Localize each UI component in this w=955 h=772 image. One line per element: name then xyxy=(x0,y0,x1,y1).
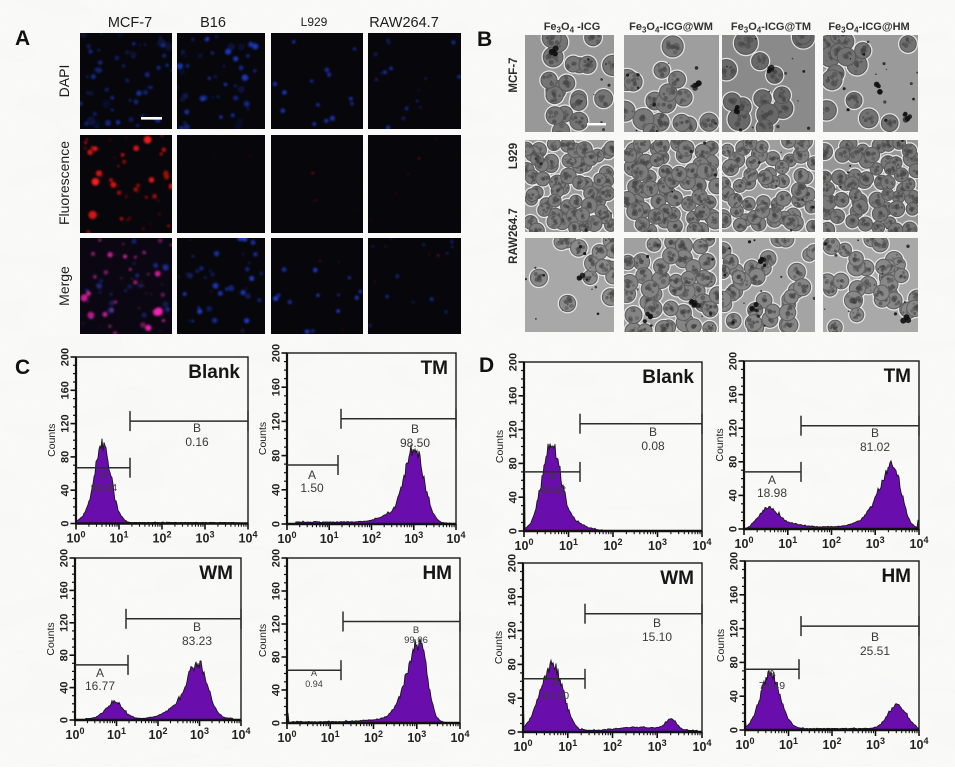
svg-text:RAW264.7: RAW264.7 xyxy=(508,208,520,264)
svg-text:Fe3O4-ICG@TM: Fe3O4-ICG@TM xyxy=(731,21,811,35)
svg-text:B: B xyxy=(477,28,492,51)
svg-text:B16: B16 xyxy=(200,15,226,31)
svg-text:DAPI: DAPI xyxy=(56,65,72,98)
svg-text:MCF-7: MCF-7 xyxy=(508,57,520,92)
svg-text:Fluorescence: Fluorescence xyxy=(56,141,72,225)
svg-text:Fe3O4-ICG@HM: Fe3O4-ICG@HM xyxy=(828,21,909,35)
svg-text:L929: L929 xyxy=(301,15,328,29)
svg-text:RAW264.7: RAW264.7 xyxy=(369,15,439,31)
svg-text:MCF-7: MCF-7 xyxy=(108,15,152,31)
svg-text:L929: L929 xyxy=(508,143,520,169)
svg-text:Fe3O4-ICG@WM: Fe3O4-ICG@WM xyxy=(629,21,713,35)
svg-text:C: C xyxy=(15,356,30,379)
svg-text:Merge: Merge xyxy=(56,266,72,306)
svg-text:A: A xyxy=(15,27,30,50)
svg-text:D: D xyxy=(479,354,494,377)
